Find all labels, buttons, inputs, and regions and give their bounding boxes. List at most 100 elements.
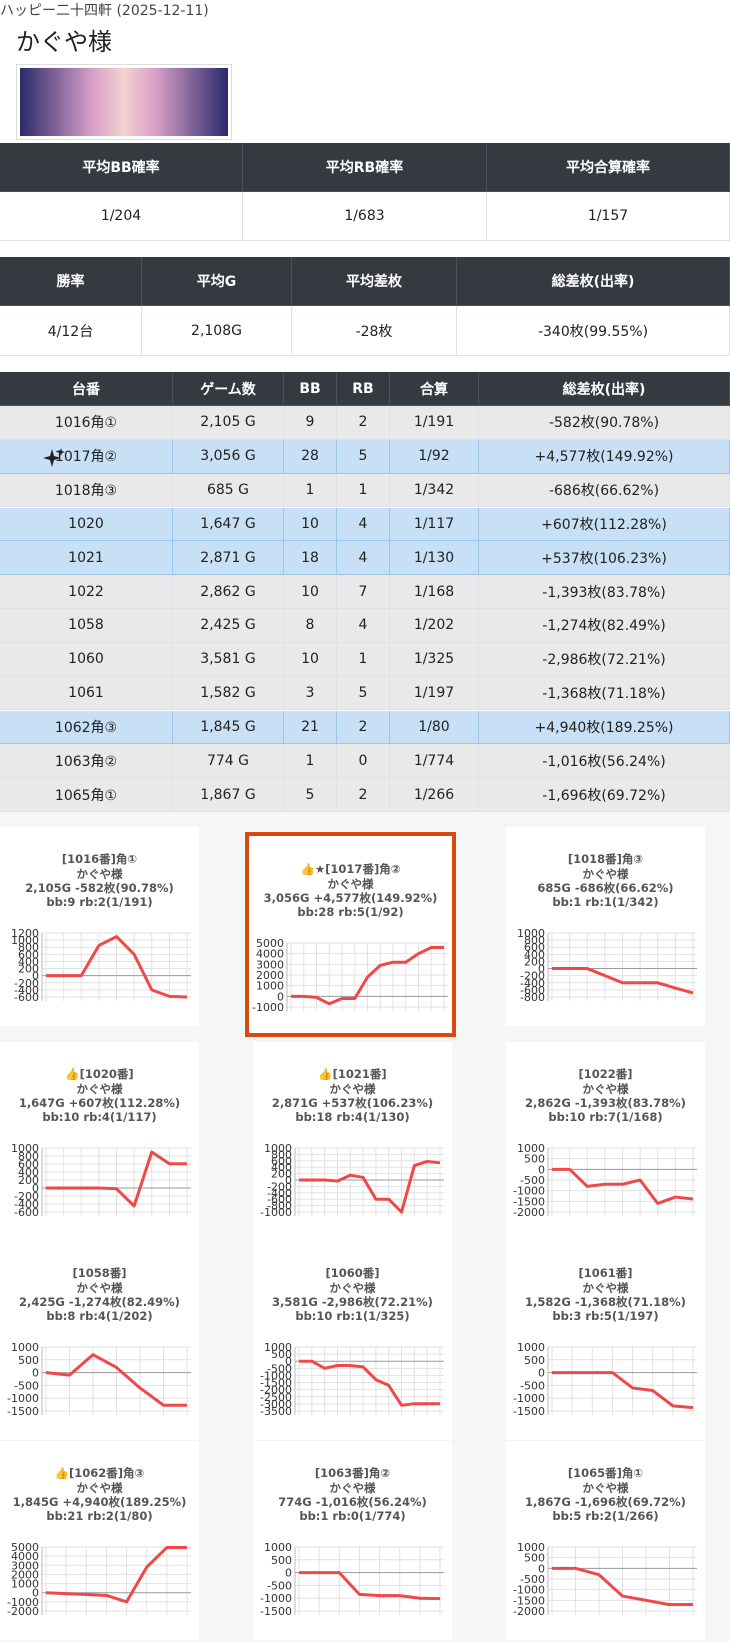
y-tick-label: -400 (14, 984, 39, 997)
table-cell: +4,940枚(189.25%) (479, 710, 730, 745)
chart-card (0, 1241, 199, 1440)
series-line (291, 946, 444, 1006)
table-header: 平均合算確率 (487, 143, 730, 192)
chart-title-line: かぐや様 (329, 1480, 376, 1495)
y-tick-label: 1000 (256, 980, 284, 993)
y-tick-label: 400 (18, 955, 39, 968)
table-cell: 1/774 (390, 744, 479, 779)
table-cell: 1,647 G (173, 507, 284, 542)
table-cell: -1,393枚(83.78%) (479, 575, 730, 609)
chart-title-line: 1,647G +607枚(112.28%) (18, 1096, 181, 1110)
y-tick-label: 500 (524, 1153, 545, 1166)
y-tick-label: -400 (520, 977, 545, 990)
series-line (299, 1571, 441, 1601)
y-tick-label: 1000 (11, 1341, 39, 1354)
table-cell: 2,108G (142, 306, 292, 356)
chart-title-line: bb:10 rb:7(1/168) (548, 1109, 663, 1124)
table-cell: 1,867 G (173, 778, 284, 812)
table-cell: 10 (284, 507, 337, 542)
chart-card (253, 1042, 452, 1241)
table-cell: 1/130 (390, 541, 479, 576)
y-tick-label: -1000 (7, 1596, 39, 1609)
table-cell: 3,056 G (173, 439, 284, 474)
y-tick-label: 200 (524, 955, 545, 968)
chart-title-line: [1016番]角① (61, 852, 138, 866)
y-tick-label: 1000 (264, 1142, 292, 1155)
chart-title-line: 2,425G -1,274枚(82.49%) (19, 1295, 180, 1309)
y-tick-label: 5000 (256, 937, 284, 950)
y-tick-label: -500 (267, 1579, 292, 1592)
table-cell: 28 (284, 439, 337, 474)
y-tick-label: -500 (520, 1174, 545, 1187)
chart-title-line: bb:18 rb:4(1/130) (295, 1109, 410, 1124)
chart-title-line: bb:28 rb:5(1/92) (297, 904, 404, 919)
chart-title-line: [1061番] (578, 1266, 633, 1280)
chart-title-line: かぐや様 (327, 876, 374, 891)
chart-title-line: かぐや様 (582, 1081, 629, 1096)
y-tick-label: -200 (520, 970, 545, 983)
y-tick-label: -500 (267, 1362, 292, 1375)
y-tick-label: -800 (267, 1200, 292, 1213)
y-tick-label: -200 (14, 1190, 39, 1203)
chart-title-line: 1,867G -1,696枚(69.72%) (525, 1495, 686, 1509)
table-header: 合算 (390, 372, 479, 406)
table-cell: 1 (284, 473, 337, 508)
y-tick-label: 1000 (11, 934, 39, 947)
table-cell: +4,577枚(149.92%) (479, 439, 730, 474)
y-tick-label: 0 (32, 1587, 39, 1600)
chart-title-line: かぐや様 (76, 1280, 123, 1295)
chart-title-line: 3,056G +4,577枚(149.92%) (263, 891, 438, 905)
table-cell: 2,871 G (173, 541, 284, 576)
chart-title-line: かぐや様 (329, 1280, 376, 1295)
table-cell: 2 (337, 406, 390, 440)
chart-title-line: [1022番] (578, 1067, 633, 1081)
chart-card (506, 1042, 705, 1241)
y-tick-label: 500 (524, 1354, 545, 1367)
y-tick-label: 0 (32, 1182, 39, 1195)
y-tick-label: 400 (271, 1161, 292, 1174)
sparkle-icon (43, 448, 65, 467)
table-cell: 4 (337, 541, 390, 576)
y-tick-label: 200 (271, 1168, 292, 1181)
table-cell: +607枚(112.28%) (479, 507, 730, 542)
y-tick-label: -2000 (513, 1605, 545, 1618)
y-tick-label: 0 (538, 1163, 545, 1176)
y-tick-label: -400 (267, 1187, 292, 1200)
table-cell: 3 (284, 676, 337, 711)
table-cell: 10 (284, 575, 337, 609)
table-cell: 1022 (0, 575, 173, 609)
table-header: BB (284, 372, 337, 406)
y-tick-label: -1000 (260, 1369, 292, 1382)
y-tick-label: 500 (271, 1554, 292, 1567)
chart-title-line: かぐや様 (329, 1081, 376, 1096)
y-tick-label: -1000 (7, 1392, 39, 1405)
chart-title-line: 2,871G +537枚(106.23%) (271, 1096, 434, 1110)
chart-title-line: かぐや様 (582, 1280, 629, 1295)
y-tick-label: -500 (520, 1573, 545, 1586)
y-tick-label: 200 (18, 1174, 39, 1187)
table-cell: 1061 (0, 676, 173, 711)
chart-title-line: かぐや様 (582, 1480, 629, 1495)
chart-title-line: 👍[1021番] (318, 1067, 387, 1081)
chart-title-line: bb:1 rb:1(1/342) (552, 894, 659, 909)
table-header: 勝率 (0, 257, 142, 306)
table-header: 台番 (0, 372, 173, 406)
series-line (46, 1150, 187, 1208)
y-tick-label: -600 (14, 1206, 39, 1219)
table-cell: -340枚(99.55%) (457, 306, 730, 356)
table-header: 平均RB確率 (243, 143, 487, 192)
chart-title-line: 2,862G -1,393枚(83.78%) (525, 1096, 686, 1110)
table-header: 平均差枚 (292, 257, 457, 306)
chart-title-line: 1,582G -1,368枚(71.18%) (525, 1295, 686, 1309)
chart-card (253, 1241, 452, 1440)
table-cell: 1/80 (390, 710, 479, 745)
series-line (45, 1353, 187, 1407)
table-cell: 4 (337, 507, 390, 542)
chart-title-line: bb:8 rb:4(1/202) (46, 1308, 153, 1323)
y-tick-label: -1500 (513, 1195, 545, 1208)
table-cell: 1/325 (390, 642, 479, 677)
